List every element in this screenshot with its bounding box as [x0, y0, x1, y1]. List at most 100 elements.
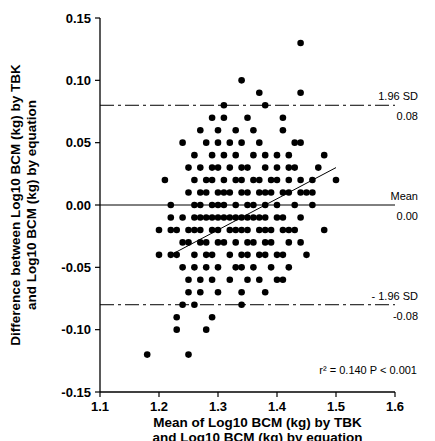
point — [262, 152, 269, 159]
x-tick-label: 1.5 — [327, 399, 345, 414]
point — [191, 214, 198, 221]
point — [262, 289, 269, 296]
point — [232, 202, 239, 209]
point — [250, 264, 257, 271]
trend-line — [171, 168, 336, 255]
point — [280, 114, 287, 121]
point — [256, 189, 263, 196]
point — [209, 152, 216, 159]
point — [262, 252, 269, 259]
point — [280, 227, 287, 234]
point — [209, 164, 216, 171]
point — [209, 177, 216, 184]
point — [274, 164, 281, 171]
point — [297, 177, 304, 184]
point — [268, 264, 275, 271]
point — [238, 189, 245, 196]
point — [280, 127, 287, 134]
point — [244, 277, 251, 284]
point — [227, 252, 234, 259]
point — [197, 289, 204, 296]
point — [209, 314, 216, 321]
point — [333, 177, 340, 184]
point — [179, 139, 186, 146]
point — [203, 139, 210, 146]
point — [297, 189, 304, 196]
y-tick — [95, 80, 100, 81]
point — [209, 114, 216, 121]
point — [262, 214, 269, 221]
point — [291, 202, 298, 209]
point — [215, 289, 222, 296]
point — [262, 164, 269, 171]
point — [197, 227, 204, 234]
point — [191, 264, 198, 271]
point — [156, 227, 163, 234]
point — [297, 214, 304, 221]
reference-line-name: Mean — [390, 190, 418, 202]
point — [221, 152, 228, 159]
point — [203, 264, 210, 271]
point — [221, 239, 228, 246]
point — [244, 202, 251, 209]
point — [244, 252, 251, 259]
point — [280, 277, 287, 284]
x-tick-label: 1.1 — [91, 399, 109, 414]
point — [191, 152, 198, 159]
point — [221, 177, 228, 184]
x-tick — [276, 392, 277, 397]
point — [209, 252, 216, 259]
point — [185, 164, 192, 171]
point — [232, 177, 239, 184]
point — [215, 189, 222, 196]
point — [191, 177, 198, 184]
point — [173, 227, 180, 234]
point — [173, 314, 180, 321]
point — [274, 214, 281, 221]
reference-line — [100, 304, 395, 305]
point — [221, 114, 228, 121]
point — [256, 227, 263, 234]
point — [203, 177, 210, 184]
point — [321, 152, 328, 159]
point — [250, 177, 257, 184]
x-tick-label: 1.4 — [268, 399, 287, 414]
annotation: r² = 0.140 P < 0.001 — [319, 364, 417, 376]
y-tick — [95, 267, 100, 268]
point — [215, 127, 222, 134]
point — [309, 189, 316, 196]
point — [268, 177, 275, 184]
point — [256, 252, 263, 259]
point — [303, 189, 310, 196]
point — [209, 214, 216, 221]
y-tick-label: -0.15 — [61, 385, 91, 400]
point — [197, 127, 204, 134]
point — [232, 127, 239, 134]
point — [232, 227, 239, 234]
point — [203, 326, 210, 333]
point — [268, 239, 275, 246]
point — [203, 214, 210, 221]
point — [268, 227, 275, 234]
point — [244, 189, 251, 196]
point — [262, 239, 269, 246]
y-axis-title-line: and Log10 BCM (kg) by equation — [24, 100, 39, 310]
page: {"chart_data": { "type": "scatter", "x_l… — [0, 0, 435, 441]
point — [256, 214, 263, 221]
point — [197, 164, 204, 171]
y-tick — [95, 17, 100, 18]
point — [262, 102, 269, 109]
x-axis-title-line: Mean of Log10 BCM (kg) by TBK — [153, 415, 362, 430]
point — [286, 164, 293, 171]
point — [268, 189, 275, 196]
point — [221, 102, 228, 109]
point — [297, 90, 304, 97]
point — [238, 77, 245, 84]
point — [221, 189, 228, 196]
point — [215, 164, 222, 171]
point — [244, 114, 251, 121]
point — [256, 139, 263, 146]
point — [191, 252, 198, 259]
point — [197, 202, 204, 209]
point — [179, 239, 186, 246]
